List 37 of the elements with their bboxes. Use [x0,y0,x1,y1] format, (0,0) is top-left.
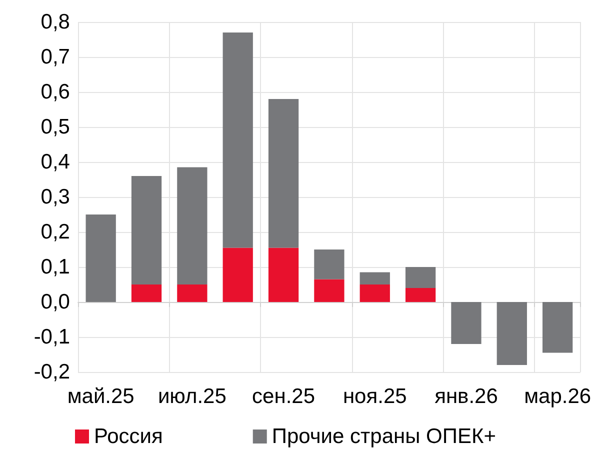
y-tick-label: -0,2 [34,360,70,384]
x-tick-label: ноя.25 [342,385,407,408]
y-tick-label: 0,8 [40,10,70,34]
bar [451,302,482,344]
bar [405,288,436,302]
y-tick-label: -0,1 [34,326,70,348]
bar [360,272,390,284]
bar [405,267,436,288]
bar [314,279,344,302]
bar [222,32,253,248]
bar [314,250,344,280]
x-tick-label: янв.26 [434,385,498,408]
y-tick-label: 0,2 [40,220,70,244]
bar [131,284,162,302]
bar [86,214,116,302]
bar [177,284,208,302]
y-tick-label: 0,1 [40,256,70,278]
bar [268,248,299,302]
y-tick-label: 0,0 [40,290,70,314]
y-tick-label: 0,6 [40,80,70,104]
y-tick-label: 0,4 [40,150,70,174]
bar [268,99,299,248]
x-tick-label: мар.26 [524,385,592,408]
legend-label: Прочие страны ОПЕК+ [272,425,496,448]
bar [177,167,208,284]
y-tick-label: 0,3 [40,186,70,208]
x-tick-label: сен.25 [252,385,316,408]
x-tick-label: июл.25 [158,385,226,408]
bar [131,176,162,284]
y-tick-label: 0,7 [40,46,70,68]
bar [542,302,573,353]
y-tick-label: 0,5 [40,116,70,138]
x-tick-label: май.25 [67,385,134,408]
bar [360,284,390,302]
bar [222,248,253,302]
bar [496,302,527,365]
legend-label: Россия [94,425,163,448]
